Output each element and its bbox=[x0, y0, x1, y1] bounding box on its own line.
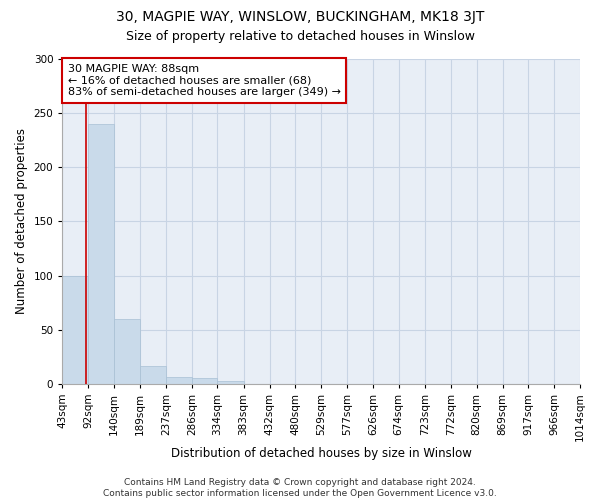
Text: 30, MAGPIE WAY, WINSLOW, BUCKINGHAM, MK18 3JT: 30, MAGPIE WAY, WINSLOW, BUCKINGHAM, MK1… bbox=[116, 10, 484, 24]
Y-axis label: Number of detached properties: Number of detached properties bbox=[15, 128, 28, 314]
Bar bbox=[114, 319, 140, 384]
Bar bbox=[217, 380, 244, 384]
Bar bbox=[88, 124, 114, 384]
Bar bbox=[192, 378, 217, 384]
Bar bbox=[166, 378, 192, 384]
Text: Contains HM Land Registry data © Crown copyright and database right 2024.
Contai: Contains HM Land Registry data © Crown c… bbox=[103, 478, 497, 498]
Text: Size of property relative to detached houses in Winslow: Size of property relative to detached ho… bbox=[125, 30, 475, 43]
X-axis label: Distribution of detached houses by size in Winslow: Distribution of detached houses by size … bbox=[171, 447, 472, 460]
Text: 30 MAGPIE WAY: 88sqm
← 16% of detached houses are smaller (68)
83% of semi-detac: 30 MAGPIE WAY: 88sqm ← 16% of detached h… bbox=[68, 64, 341, 97]
Bar bbox=[140, 366, 166, 384]
Bar bbox=[62, 276, 88, 384]
